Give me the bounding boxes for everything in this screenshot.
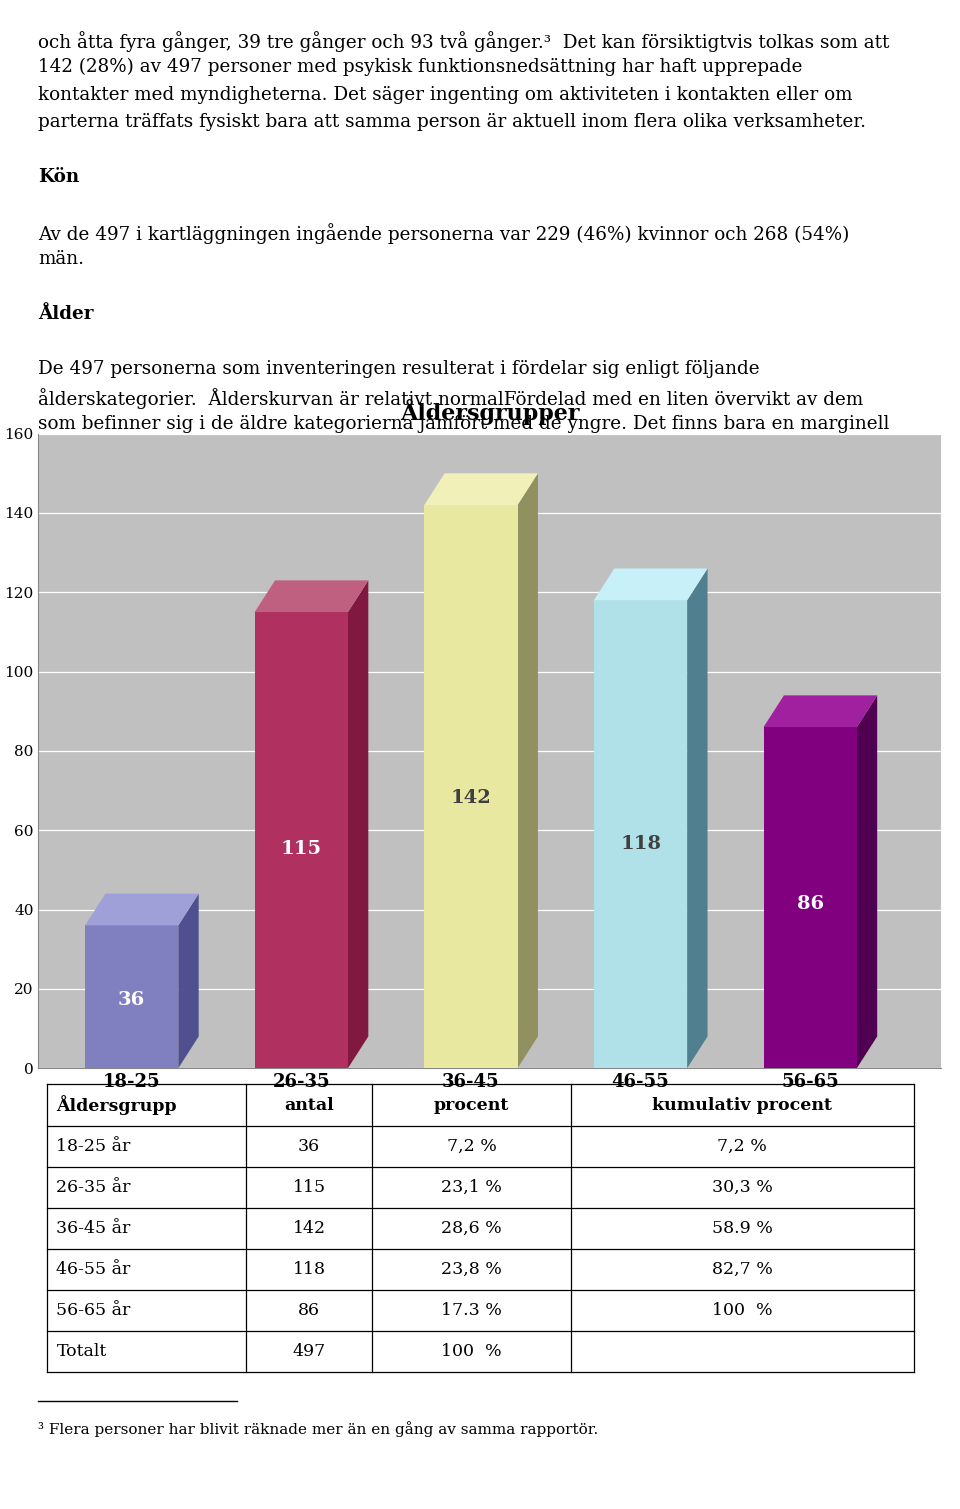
Text: 100  %: 100 % — [712, 1302, 773, 1319]
Text: 115: 115 — [293, 1179, 325, 1195]
Polygon shape — [85, 893, 199, 925]
Text: Ålder: Ålder — [38, 305, 94, 323]
Text: 118: 118 — [293, 1262, 325, 1278]
Text: 100  %: 100 % — [442, 1343, 502, 1360]
Polygon shape — [857, 696, 877, 1068]
Text: 58.9 %: 58.9 % — [711, 1219, 773, 1237]
Polygon shape — [763, 696, 877, 727]
Text: 36-45 år: 36-45 år — [57, 1219, 131, 1237]
Text: 142: 142 — [450, 789, 492, 807]
Text: 18-25 år: 18-25 år — [57, 1138, 131, 1154]
Text: 86: 86 — [299, 1302, 320, 1319]
Bar — [763, 727, 857, 1068]
Text: kontakter med myndigheterna. Det säger ingenting om aktiviteten i kontakten elle: kontakter med myndigheterna. Det säger i… — [38, 86, 852, 104]
Text: Av de 497 i kartläggningen ingående personerna var 229 (46%) kvinnor och 268 (54: Av de 497 i kartläggningen ingående pers… — [38, 223, 850, 244]
Text: som befinner sig i de äldre kategorierna jämfört med de yngre. Det finns bara en: som befinner sig i de äldre kategorierna… — [38, 415, 890, 433]
Text: antal: antal — [284, 1097, 334, 1114]
Text: 28,6 %: 28,6 % — [442, 1219, 502, 1237]
Text: De 497 personerna som inventeringen resulterat i fördelar sig enligt följande: De 497 personerna som inventeringen resu… — [38, 361, 760, 379]
Text: 56-65 år: 56-65 år — [57, 1302, 131, 1319]
Text: 23,8 %: 23,8 % — [441, 1262, 502, 1278]
Text: 7,2 %: 7,2 % — [717, 1138, 767, 1154]
Bar — [594, 601, 687, 1068]
Text: och åtta fyra gånger, 39 tre gånger och 93 två gånger.³  Det kan försiktigtvis t: och åtta fyra gånger, 39 tre gånger och … — [38, 30, 890, 51]
Polygon shape — [424, 474, 538, 506]
Text: ³ Flera personer har blivit räknade mer än en gång av samma rapportör.: ³ Flera personer har blivit räknade mer … — [38, 1421, 599, 1437]
Bar — [424, 506, 517, 1068]
Polygon shape — [179, 893, 199, 1068]
Text: 23,1 %: 23,1 % — [441, 1179, 502, 1195]
Text: ålderskategorier.  Ålderskurvan är relativt normalFördelad med en liten övervikt: ålderskategorier. Ålderskurvan är relati… — [38, 388, 864, 409]
Text: 497: 497 — [293, 1343, 325, 1360]
Text: män.: män. — [38, 250, 84, 269]
Text: 118: 118 — [620, 834, 661, 853]
Text: 36: 36 — [298, 1138, 321, 1154]
Polygon shape — [594, 569, 708, 601]
Text: 46-55 år: 46-55 år — [57, 1262, 131, 1278]
Polygon shape — [254, 581, 369, 613]
Text: Åldersgrupp: Åldersgrupp — [57, 1096, 177, 1115]
Text: Kön: Kön — [38, 167, 80, 186]
Text: 142: 142 — [293, 1219, 325, 1237]
Text: 30,3 %: 30,3 % — [711, 1179, 773, 1195]
Text: 82,7 %: 82,7 % — [711, 1262, 773, 1278]
Text: 142 (28%) av 497 personer med psykisk funktionsnedsättning har haft upprepade: 142 (28%) av 497 personer med psykisk fu… — [38, 59, 803, 77]
Title: Åldersgrupper: Åldersgrupper — [400, 398, 579, 424]
Bar — [85, 925, 179, 1068]
Text: 7,2 %: 7,2 % — [446, 1138, 496, 1154]
Bar — [254, 613, 348, 1068]
Polygon shape — [687, 569, 708, 1068]
Text: Totalt: Totalt — [57, 1343, 107, 1360]
Text: 115: 115 — [280, 841, 322, 859]
Polygon shape — [348, 581, 369, 1068]
Text: 17.3 %: 17.3 % — [441, 1302, 502, 1319]
Polygon shape — [517, 474, 538, 1068]
Text: 26-35 år: 26-35 år — [57, 1179, 131, 1195]
Text: 86: 86 — [797, 895, 824, 913]
Text: procent: procent — [434, 1097, 509, 1114]
Text: 36: 36 — [118, 990, 145, 1008]
Text: parterna träffats fysiskt bara att samma person är aktuell inom flera olika verk: parterna träffats fysiskt bara att samma… — [38, 113, 866, 131]
Text: skillnad i åldersfördelningen mellan könen.: skillnad i åldersfördelningen mellan kön… — [38, 442, 443, 463]
Text: kumulativ procent: kumulativ procent — [652, 1097, 832, 1114]
